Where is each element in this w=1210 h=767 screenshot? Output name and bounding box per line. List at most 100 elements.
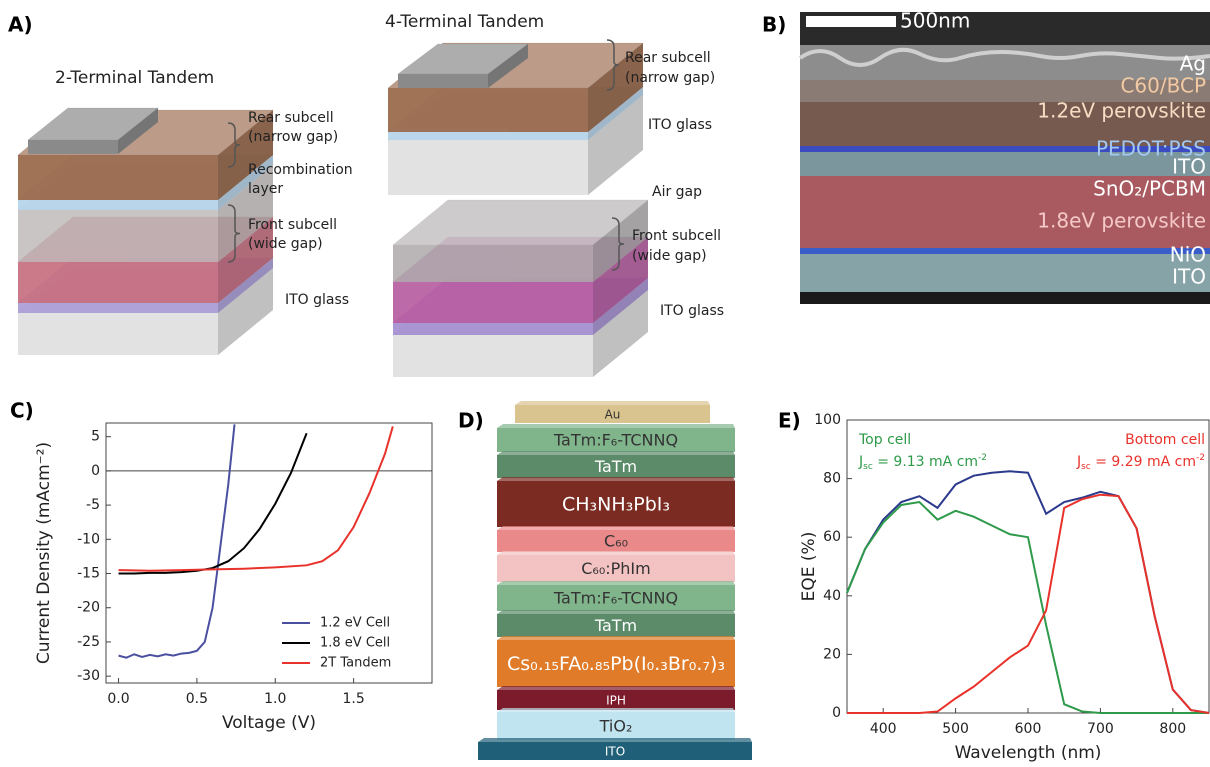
- layer-top: [497, 424, 735, 428]
- series-line: [846, 500, 1209, 714]
- layer-label: 1.2eV perovskite: [1037, 99, 1206, 123]
- y-tick-label: 0: [832, 705, 841, 721]
- layer-label: CH₃NH₃PbI₃: [562, 494, 670, 516]
- diagram-label: Rear subcell: [625, 50, 711, 66]
- stack-layer: [497, 712, 735, 740]
- slab-side: [218, 217, 273, 303]
- x-tick-label: 500: [942, 721, 969, 737]
- annotation-value: Jsc = 9.13 mA cm-2: [858, 453, 987, 472]
- series-line: [847, 493, 1210, 714]
- micrograph-layer: [800, 248, 1210, 254]
- slab-side: [488, 44, 528, 88]
- x-tick-label: 0.0: [107, 691, 129, 707]
- diagram-label: ITO glass: [648, 117, 712, 133]
- slab-side-shade: [593, 278, 648, 335]
- slab: [396, 43, 530, 88]
- layer-label: ITO: [605, 745, 625, 759]
- micrograph-layer: [800, 80, 1210, 102]
- stack-layer: [497, 481, 735, 527]
- annotation-part: sc: [863, 462, 873, 472]
- x-tick-label: 0.5: [186, 691, 208, 707]
- slab-side-shade: [218, 217, 273, 303]
- panel-label: C): [10, 399, 34, 423]
- slab-side-shade: [218, 258, 273, 313]
- slab-front: [393, 282, 593, 323]
- slab-side-shade: [588, 87, 643, 140]
- brace: [227, 122, 241, 168]
- slab-side: [218, 165, 273, 262]
- diagram-label: (narrow gap): [248, 129, 338, 145]
- slab-side: [588, 95, 643, 195]
- slab-side: [593, 290, 648, 377]
- stack-layer: [497, 690, 735, 710]
- diagram-label: ITO glass: [660, 303, 724, 319]
- diagram-label: Air gap: [652, 184, 702, 200]
- brace: [606, 39, 620, 91]
- annotation-part: -2: [1196, 453, 1205, 463]
- slab-side: [588, 43, 643, 132]
- slab-side-shade: [588, 43, 643, 132]
- panel-label: B): [762, 13, 786, 37]
- slab-side-shade: [593, 290, 648, 377]
- micrograph-texture: [798, 47, 1210, 67]
- annotation-part: J: [1076, 454, 1081, 470]
- layer-top: [478, 738, 752, 742]
- micrograph-layer: [800, 152, 1210, 176]
- annotation-part: = 9.13 mA cm: [873, 454, 978, 470]
- slab-side: [218, 110, 273, 200]
- scale-bar-label: 500nm: [900, 9, 970, 33]
- slab-front: [388, 140, 588, 195]
- diagram-label: (wide gap): [632, 248, 707, 264]
- y-axis-label: EQE (%): [799, 532, 819, 602]
- annotation-value: Jsc = 9.29 mA cm-2: [1076, 453, 1205, 472]
- slab-front: [28, 140, 118, 154]
- micrograph-layer: [800, 102, 1210, 146]
- stack-layer: [497, 428, 735, 452]
- slab-front: [393, 335, 593, 377]
- stack-layer: [497, 614, 735, 637]
- series-line: [118, 426, 394, 572]
- layer-top: [497, 686, 735, 690]
- annotation-title: Top cell: [858, 432, 911, 448]
- panel-label: D): [458, 409, 484, 433]
- layer-top: [497, 477, 735, 481]
- layer-top: [497, 551, 735, 555]
- slab-front: [18, 262, 218, 303]
- brace: [227, 204, 241, 263]
- legend-label: 1.8 eV Cell: [320, 636, 390, 651]
- slab-side: [218, 268, 273, 355]
- x-tick-label: 600: [1015, 721, 1042, 737]
- y-tick-label: -15: [77, 566, 100, 582]
- slab-side-shade: [218, 110, 273, 200]
- slab-side: [588, 87, 643, 140]
- diagram-label: Front subcell: [632, 228, 721, 244]
- y-tick-label: 40: [823, 588, 841, 604]
- diagram-label: ITO glass: [285, 292, 349, 308]
- layer-label: TaTm:F₆-TCNNQ: [553, 431, 678, 450]
- plot-frame: [105, 422, 433, 684]
- slab-front: [18, 210, 218, 262]
- diagram-label: Front subcell: [248, 217, 337, 233]
- slab-side-shade: [218, 155, 273, 210]
- slab-top-shade: [28, 108, 158, 140]
- micrograph-layer: [800, 292, 1210, 304]
- slab-side: [218, 258, 273, 313]
- layer-label: TiO₂: [599, 717, 633, 736]
- micrograph-layer: [800, 176, 1210, 248]
- x-tick-label: 1.5: [343, 691, 365, 707]
- layer-label: SnO₂/PCBM: [1093, 177, 1206, 201]
- y-tick-label: 20: [823, 646, 841, 662]
- x-tick-label: 700: [1087, 721, 1114, 737]
- brace: [611, 217, 625, 271]
- y-tick-label: -25: [77, 634, 100, 650]
- panel-label: E): [778, 409, 801, 433]
- scale-bar: [806, 16, 896, 27]
- layer-label: PEDOT:PSS: [1096, 137, 1206, 161]
- x-tick-label: 800: [1159, 721, 1186, 737]
- slab: [26, 107, 160, 154]
- annotation-part: sc: [1081, 462, 1091, 472]
- x-axis-label: Wavelength (nm): [955, 743, 1102, 763]
- diagram-label: (narrow gap): [625, 70, 715, 86]
- y-tick-label: -10: [77, 531, 100, 547]
